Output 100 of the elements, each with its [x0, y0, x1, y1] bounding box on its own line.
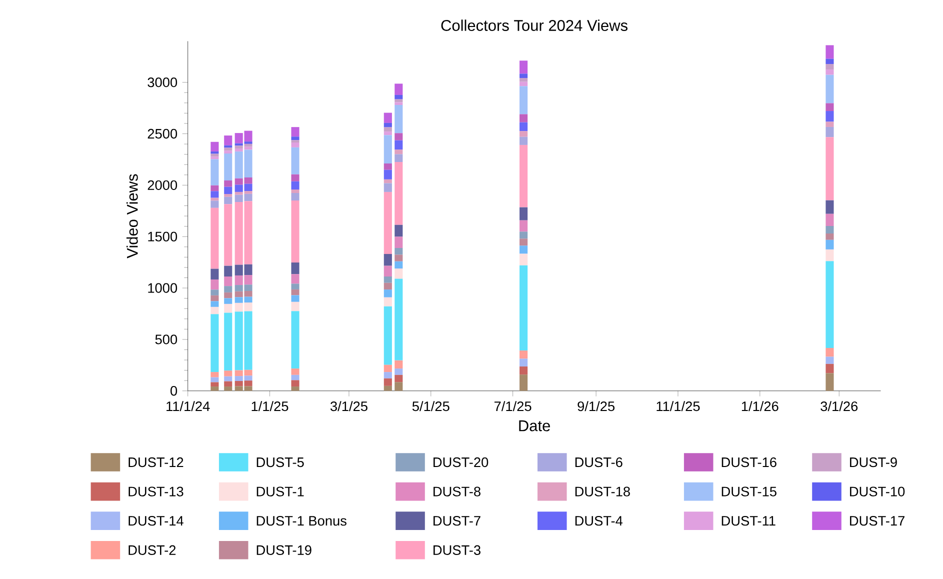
bar — [826, 103, 834, 111]
bar — [384, 266, 392, 276]
bar — [384, 112, 392, 123]
bar — [394, 278, 403, 360]
bar — [384, 170, 392, 180]
legend-label: DUST-5 — [256, 457, 304, 467]
bar — [210, 279, 219, 290]
legend-label: DUST-18 — [575, 486, 630, 496]
y-tick-label: 1500 — [148, 232, 178, 242]
bar — [384, 122, 392, 128]
bar — [394, 254, 403, 262]
bar — [224, 298, 232, 304]
x-tick-label: 9/1/25 — [578, 400, 615, 411]
legend-label: DUST-13 — [128, 486, 184, 496]
bar — [394, 224, 403, 236]
bar — [394, 360, 403, 368]
x-axis-title: Date — [519, 420, 550, 432]
bar — [224, 135, 232, 146]
bar — [210, 382, 219, 386]
bar — [291, 374, 300, 380]
bar — [394, 368, 403, 375]
y-tick-label: 2000 — [148, 180, 178, 190]
bar — [394, 132, 403, 140]
bar — [394, 102, 403, 105]
bar — [520, 238, 528, 246]
bar — [210, 300, 219, 307]
bar — [826, 44, 834, 59]
y-axis-title: Video Views — [126, 174, 138, 258]
bar — [394, 83, 403, 95]
bar — [520, 207, 528, 220]
legend-label: DUST-3 — [434, 545, 480, 555]
bar — [520, 60, 528, 74]
bar — [291, 126, 300, 136]
bar — [210, 190, 219, 198]
bar — [394, 382, 403, 391]
bar — [826, 233, 834, 240]
bar — [384, 378, 392, 386]
bar — [520, 220, 528, 232]
bar — [394, 261, 403, 268]
bar — [826, 356, 834, 364]
bar — [826, 200, 834, 214]
bar — [224, 312, 232, 370]
bar — [394, 374, 403, 382]
bar — [210, 159, 219, 186]
y-tick-label: 3000 — [148, 77, 178, 87]
bar — [826, 364, 834, 373]
bar — [291, 295, 300, 302]
bar — [394, 162, 403, 225]
bar — [224, 292, 232, 298]
bar — [826, 249, 834, 261]
bar — [394, 236, 403, 248]
bar — [291, 262, 300, 274]
x-tick-label: 1/1/25 — [252, 400, 288, 411]
bar — [826, 260, 834, 348]
bar — [826, 348, 834, 357]
x-tick-label: 7/1/25 — [494, 400, 532, 411]
bar — [826, 240, 834, 250]
bar — [520, 265, 528, 350]
bar — [291, 140, 300, 142]
bar — [520, 130, 528, 137]
bar — [520, 350, 528, 358]
bar — [224, 204, 232, 266]
bar — [520, 374, 528, 391]
legend-label: DUST-16 — [722, 457, 776, 467]
bar — [384, 254, 392, 266]
bar — [520, 136, 528, 145]
legend-label: DUST-17 — [850, 516, 904, 526]
bar — [224, 370, 232, 376]
bar — [291, 189, 300, 193]
bar — [384, 183, 392, 192]
bar — [394, 94, 403, 100]
bar — [826, 226, 834, 234]
bar — [384, 127, 392, 132]
y-tick-label: 2500 — [148, 128, 178, 138]
bar — [210, 295, 219, 301]
bar — [520, 245, 528, 254]
bar — [210, 289, 219, 296]
bar — [384, 306, 392, 365]
bar — [520, 122, 528, 131]
bar — [224, 196, 232, 204]
legend-label: DUST-9 — [850, 457, 897, 467]
bar — [210, 151, 219, 154]
bar — [224, 150, 232, 154]
legend-label: DUST-12 — [128, 457, 184, 467]
bar — [384, 372, 392, 378]
bar — [291, 289, 300, 296]
legend-label: DUST-19 — [256, 545, 312, 555]
bar — [826, 58, 834, 64]
bar — [384, 386, 392, 391]
bar — [520, 254, 528, 266]
bar — [291, 283, 300, 290]
bar — [210, 200, 219, 208]
legend-label: DUST-8 — [434, 486, 480, 496]
x-tick-label: 3/1/26 — [820, 400, 858, 411]
bar — [384, 282, 392, 290]
bar — [210, 268, 219, 280]
bar — [291, 147, 300, 174]
bar — [384, 364, 392, 372]
bar — [826, 69, 834, 75]
legend-label: DUST-7 — [434, 516, 480, 526]
